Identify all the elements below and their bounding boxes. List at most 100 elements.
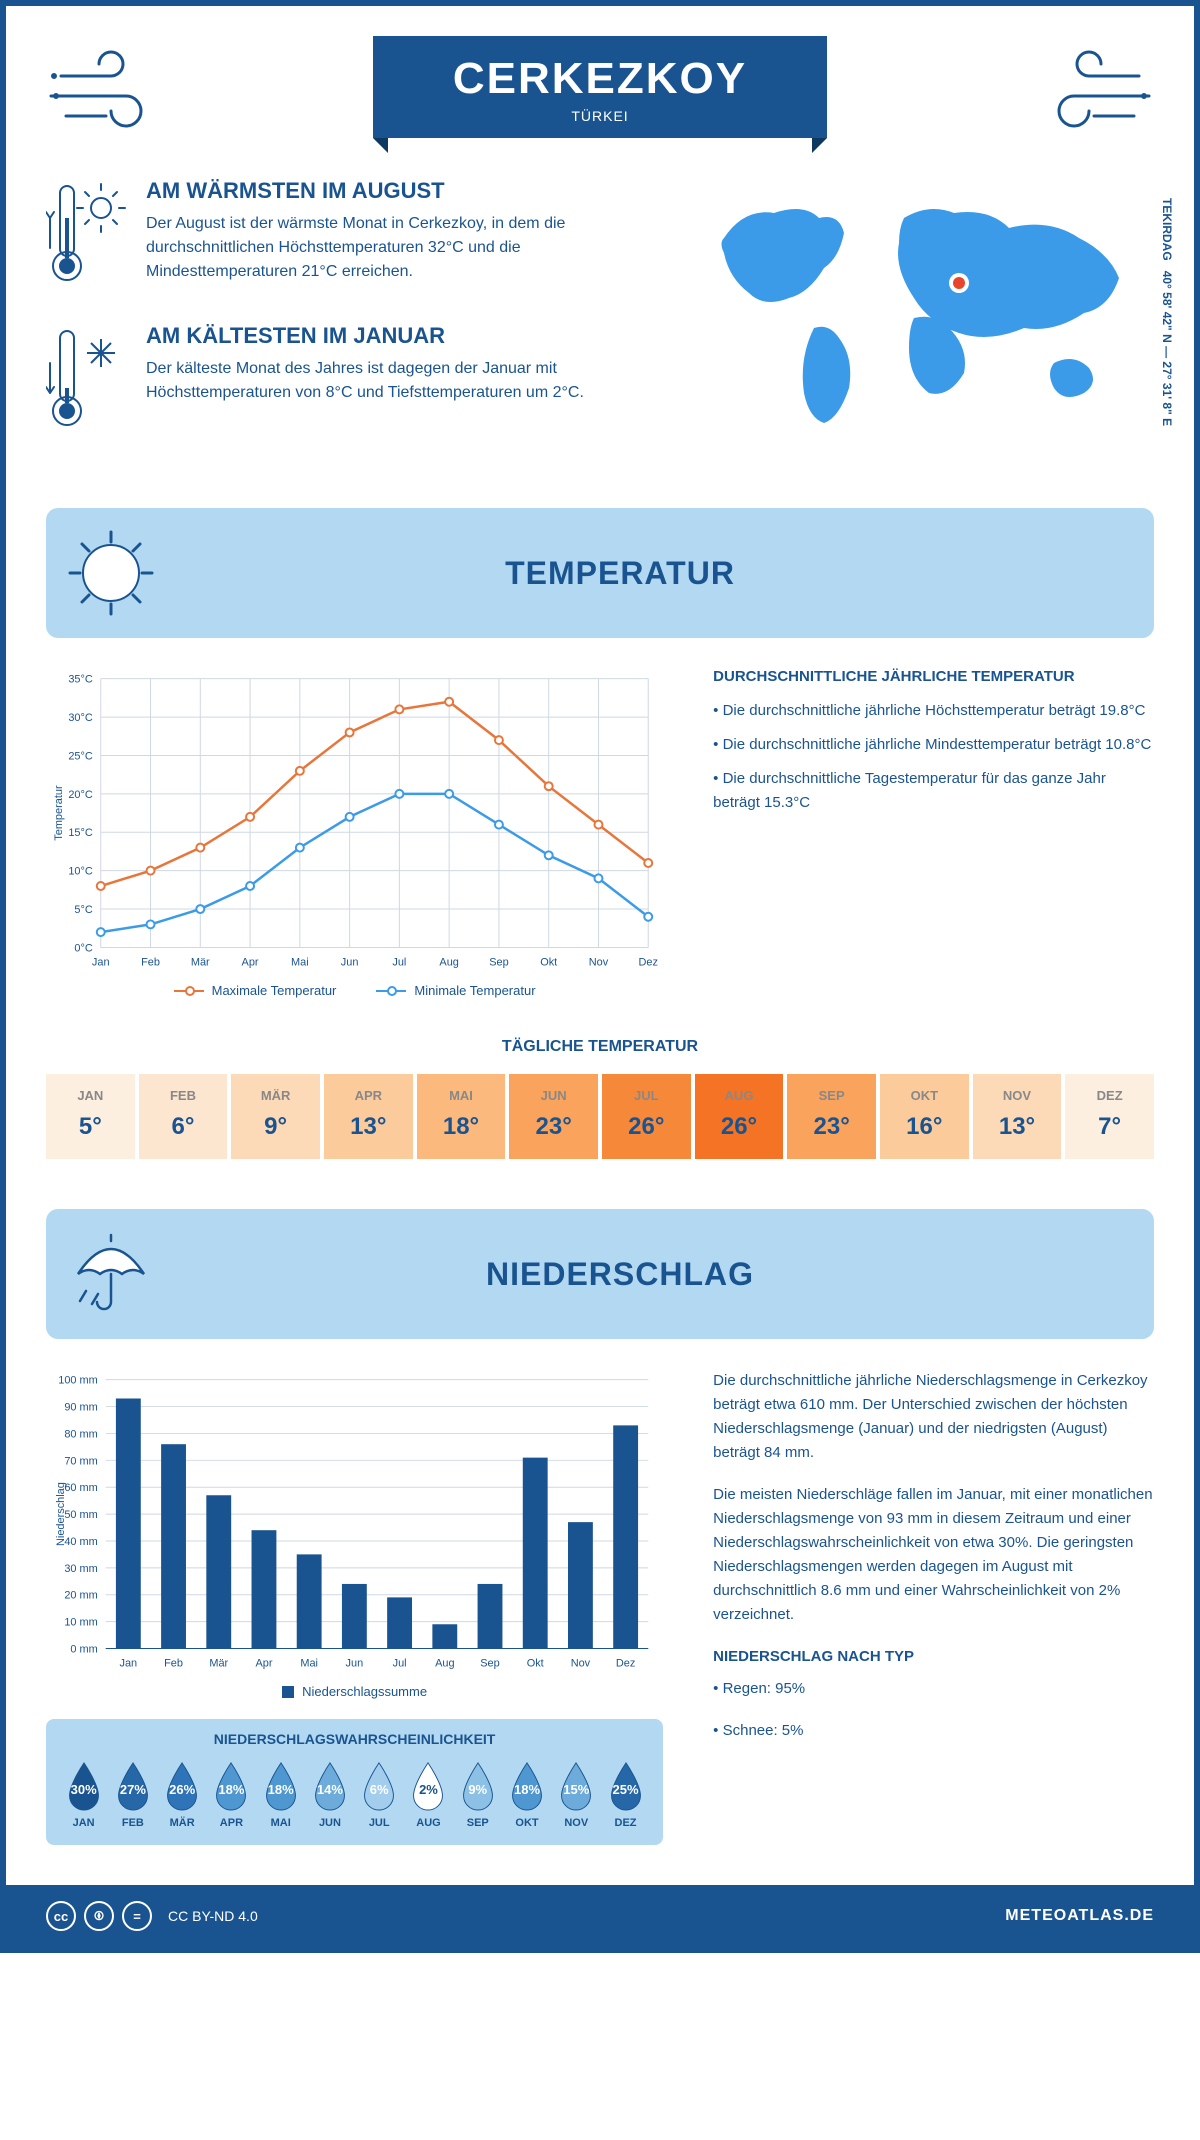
svg-text:10 mm: 10 mm <box>64 1617 97 1629</box>
title-banner: CERKEZKOY TÜRKEI <box>373 36 827 138</box>
svg-text:Nov: Nov <box>571 1657 591 1669</box>
prob-cell: 18%MAI <box>259 1759 302 1829</box>
svg-text:Jul: Jul <box>392 956 406 968</box>
prob-cell: 18%OKT <box>505 1759 548 1829</box>
precip-para-2: Die meisten Niederschläge fallen im Janu… <box>713 1483 1154 1627</box>
svg-text:0 mm: 0 mm <box>70 1643 97 1655</box>
page-title: CERKEZKOY <box>453 54 747 104</box>
prob-cell: 27%FEB <box>111 1759 154 1829</box>
svg-text:Okt: Okt <box>540 956 557 968</box>
prob-cell: 26%MÄR <box>161 1759 204 1829</box>
svg-text:Okt: Okt <box>527 1657 544 1669</box>
umbrella-icon <box>66 1229 156 1319</box>
svg-text:Niederschlag: Niederschlag <box>55 1482 67 1546</box>
svg-text:5°C: 5°C <box>74 904 92 916</box>
page-header: CERKEZKOY TÜRKEI <box>46 36 1154 138</box>
daily-temp-cell: JUN23° <box>509 1074 598 1159</box>
svg-text:Apr: Apr <box>255 1657 272 1669</box>
precip-type: • Regen: 95% <box>713 1677 1154 1701</box>
daily-temp-table: JAN5°FEB6°MÄR9°APR13°MAI18°JUN23°JUL26°A… <box>46 1074 1154 1159</box>
warmest-heading: AM WÄRMSTEN IM AUGUST <box>146 178 664 204</box>
wind-icon <box>46 46 166 136</box>
daily-temp-cell: NOV13° <box>973 1074 1062 1159</box>
daily-temp-cell: JUL26° <box>602 1074 691 1159</box>
svg-text:50 mm: 50 mm <box>64 1509 97 1521</box>
prob-heading: NIEDERSCHLAGSWAHRSCHEINLICHKEIT <box>62 1731 647 1747</box>
svg-text:60 mm: 60 mm <box>64 1482 97 1494</box>
svg-text:Jun: Jun <box>346 1657 364 1669</box>
svg-text:Jun: Jun <box>341 956 359 968</box>
svg-text:Feb: Feb <box>141 956 160 968</box>
svg-text:20 mm: 20 mm <box>64 1590 97 1602</box>
license-text: CC BY-ND 4.0 <box>168 1908 258 1924</box>
svg-text:Dez: Dez <box>616 1657 635 1669</box>
daily-temp-cell: SEP23° <box>787 1074 876 1159</box>
svg-text:Jan: Jan <box>92 956 110 968</box>
svg-text:40 mm: 40 mm <box>64 1536 97 1548</box>
warmest-fact: AM WÄRMSTEN IM AUGUST Der August ist der… <box>46 178 664 293</box>
coldest-heading: AM KÄLTESTEN IM JANUAR <box>146 323 664 349</box>
daily-temp-cell: OKT16° <box>880 1074 969 1159</box>
prob-cell: 6%JUL <box>358 1759 401 1829</box>
svg-text:Sep: Sep <box>480 1657 499 1669</box>
precip-probability-box: NIEDERSCHLAGSWAHRSCHEINLICHKEIT 30%JAN27… <box>46 1719 663 1845</box>
thermometer-cold-icon <box>46 323 126 433</box>
prob-cell: 15%NOV <box>555 1759 598 1829</box>
coldest-text: Der kälteste Monat des Jahres ist dagege… <box>146 357 664 405</box>
svg-text:15°C: 15°C <box>68 827 93 839</box>
svg-text:70 mm: 70 mm <box>64 1455 97 1467</box>
prob-cell: 30%JAN <box>62 1759 105 1829</box>
svg-text:Jan: Jan <box>120 1657 138 1669</box>
temperature-heading: TEMPERATUR <box>186 555 1134 592</box>
temperature-line-chart: 0°C 5°C 10°C 15°C 20°C 25°C 30°C 35°C Jan Feb Mär A… <box>46 668 663 988</box>
daily-temp-cell: JAN5° <box>46 1074 135 1159</box>
sun-icon <box>66 528 156 618</box>
annual-bullet: • Die durchschnittliche jährliche Mindes… <box>713 733 1154 757</box>
svg-text:Aug: Aug <box>435 1657 454 1669</box>
daily-temp-cell: DEZ7° <box>1065 1074 1154 1159</box>
svg-text:25°C: 25°C <box>68 750 93 762</box>
world-map: TEKIRDAG 40° 58' 42" N — 27° 31' 8" E <box>704 178 1154 468</box>
svg-text:0°C: 0°C <box>74 942 92 954</box>
precip-type: • Schnee: 5% <box>713 1719 1154 1743</box>
daily-temp-cell: MAI18° <box>417 1074 506 1159</box>
warmest-text: Der August ist der wärmste Monat in Cerk… <box>146 212 664 284</box>
annual-temp-heading: DURCHSCHNITTLICHE JÄHRLICHE TEMPERATUR <box>713 668 1154 685</box>
svg-text:30 mm: 30 mm <box>64 1563 97 1575</box>
daily-temp-cell: MÄR9° <box>231 1074 320 1159</box>
cc-icons: cc🅯= <box>46 1901 152 1931</box>
daily-temp-cell: AUG26° <box>695 1074 784 1159</box>
precip-heading: NIEDERSCHLAG <box>186 1256 1134 1293</box>
wind-icon <box>1034 46 1154 136</box>
svg-text:100 mm: 100 mm <box>58 1375 98 1387</box>
svg-text:30°C: 30°C <box>68 712 93 724</box>
svg-text:Dez: Dez <box>639 956 658 968</box>
svg-text:80 mm: 80 mm <box>64 1428 97 1440</box>
svg-text:Feb: Feb <box>164 1657 183 1669</box>
precip-type-heading: NIEDERSCHLAG NACH TYP <box>713 1645 1154 1669</box>
daily-temp-heading: TÄGLICHE TEMPERATUR <box>46 1038 1154 1056</box>
svg-text:35°C: 35°C <box>68 674 93 686</box>
daily-temp-cell: FEB6° <box>139 1074 228 1159</box>
prob-cell: 14%JUN <box>308 1759 351 1829</box>
precip-section-header: NIEDERSCHLAG <box>46 1209 1154 1339</box>
svg-text:10°C: 10°C <box>68 866 93 878</box>
svg-text:Aug: Aug <box>439 956 458 968</box>
prob-cell: 18%APR <box>210 1759 253 1829</box>
precip-para-1: Die durchschnittliche jährliche Niedersc… <box>713 1369 1154 1465</box>
svg-text:Mai: Mai <box>291 956 309 968</box>
page-footer: cc🅯= CC BY-ND 4.0 METEOATLAS.DE <box>6 1885 1194 1947</box>
svg-text:Mär: Mär <box>191 956 210 968</box>
annual-bullet: • Die durchschnittliche Tagestemperatur … <box>713 767 1154 815</box>
coldest-fact: AM KÄLTESTEN IM JANUAR Der kälteste Mona… <box>46 323 664 438</box>
page-subtitle: TÜRKEI <box>453 108 747 124</box>
annual-bullet: • Die durchschnittliche jährliche Höchst… <box>713 699 1154 723</box>
svg-text:20°C: 20°C <box>68 789 93 801</box>
temperature-section-header: TEMPERATUR <box>46 508 1154 638</box>
prob-cell: 25%DEZ <box>604 1759 647 1829</box>
svg-text:Nov: Nov <box>589 956 609 968</box>
footer-brand: METEOATLAS.DE <box>1005 1907 1154 1925</box>
svg-text:Temperatur: Temperatur <box>53 785 65 841</box>
svg-text:90 mm: 90 mm <box>64 1402 97 1414</box>
daily-temp-cell: APR13° <box>324 1074 413 1159</box>
